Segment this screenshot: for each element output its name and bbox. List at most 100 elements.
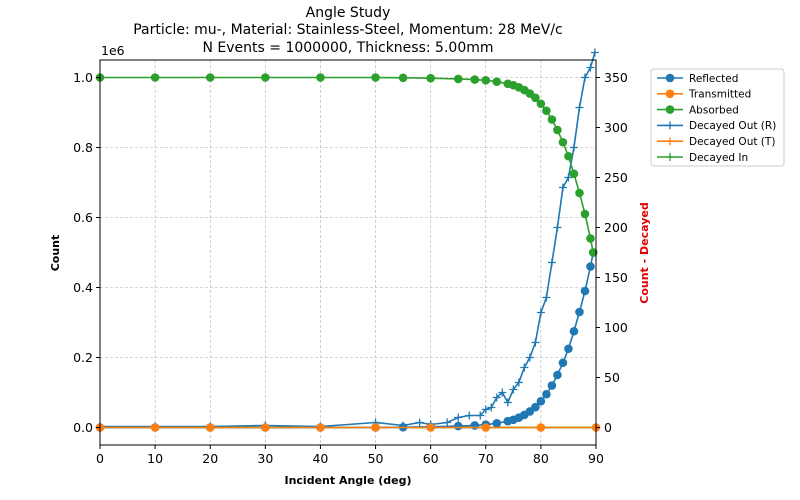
data-point: [492, 393, 501, 402]
data-point: [569, 169, 579, 179]
data-point: [398, 73, 408, 83]
data-point: [569, 143, 578, 152]
y-right-tick-label: 200: [604, 220, 628, 235]
data-point: [547, 381, 557, 390]
series-transmitted: [95, 423, 601, 432]
y-right-tick-label: 50: [604, 370, 620, 385]
data-point: [415, 418, 424, 427]
x-tick-label: 10: [147, 451, 163, 466]
data-point: [465, 411, 474, 420]
data-point: [531, 93, 540, 103]
legend-label: Decayed Out (T): [689, 136, 775, 148]
data-point: [316, 423, 325, 432]
data-point: [514, 378, 523, 387]
legend-marker: [665, 73, 675, 83]
legend-item: Decayed In: [657, 152, 748, 164]
data-point: [586, 234, 595, 243]
data-point: [426, 73, 435, 83]
chart-title-line-1: Angle Study: [306, 5, 391, 21]
x-axis-label: Incident Angle (deg): [284, 474, 411, 487]
data-point: [487, 403, 496, 412]
data-point: [564, 151, 573, 161]
data-point: [558, 358, 568, 368]
data-point: [580, 209, 590, 219]
data-point: [580, 286, 590, 296]
data-point: [498, 388, 507, 397]
y-axis-label: Count: [49, 235, 62, 272]
data-point: [481, 423, 491, 432]
legend-marker: [666, 153, 674, 161]
legend-label: Transmitted: [688, 89, 751, 101]
chart-title-line-2: Particle: mu-, Material: Stainless-Steel…: [133, 22, 563, 38]
x-tick-label: 40: [312, 451, 328, 466]
data-point: [586, 262, 595, 271]
y-right-tick-label: 350: [604, 70, 628, 85]
data-point: [531, 402, 540, 412]
y-tick-label: 1.0: [73, 70, 93, 85]
y-tick-label: 0.0: [73, 420, 93, 435]
legend-label: Absorbed: [689, 104, 739, 116]
x-tick-label: 90: [588, 451, 604, 466]
x-tick-label: 60: [423, 451, 439, 466]
data-point: [553, 125, 562, 135]
data-point: [569, 326, 579, 336]
data-point: [454, 413, 463, 422]
legend-box: [650, 68, 785, 167]
data-point: [481, 405, 490, 414]
data-point: [586, 63, 595, 72]
x-axis-ticks: 0 10 20 30 40 50 60 70 80 90: [96, 445, 604, 466]
data-point: [503, 398, 512, 407]
legend-item: Transmitted: [657, 89, 751, 101]
series-line: [100, 52, 596, 428]
data-point: [564, 344, 573, 354]
data-point: [558, 137, 568, 147]
data-point: [536, 99, 546, 109]
data-point: [443, 418, 452, 427]
legend-marker: [665, 105, 675, 114]
series-line: [100, 76, 595, 253]
data-point: [553, 223, 562, 232]
data-point: [536, 396, 546, 406]
data-point: [525, 353, 534, 362]
series-line: [100, 252, 595, 429]
y-tick-label: 0.2: [73, 350, 93, 365]
legend-item: Decayed Out (T): [657, 136, 775, 148]
y-right-tick-label: 0: [604, 420, 612, 435]
series-decayed-out-r: [96, 48, 599, 431]
legend-item: Reflected: [657, 73, 738, 85]
data-point: [470, 75, 480, 84]
x-tick-label: 20: [202, 451, 218, 466]
chart-title: Angle Study Particle: mu-, Material: Sta…: [133, 5, 563, 56]
y-right-axis-label: Count - Decayed: [638, 202, 651, 303]
y-right-tick-label: 100: [604, 320, 628, 335]
data-point: [536, 308, 545, 317]
data-point: [150, 423, 160, 432]
legend-label: Decayed In: [689, 152, 748, 164]
data-point: [470, 421, 480, 430]
data-point: [590, 48, 599, 57]
x-tick-label: 70: [478, 451, 494, 466]
series-absorbed: [95, 73, 598, 257]
data-point: [558, 183, 567, 192]
chart-title-line-3: N Events = 1000000, Thickness: 5.00mm: [202, 40, 493, 56]
data-point: [547, 115, 557, 124]
x-tick-label: 0: [96, 451, 104, 466]
grid-lines: [99, 60, 597, 445]
data-point: [520, 363, 529, 372]
x-tick-label: 80: [533, 451, 549, 466]
data-point: [371, 423, 380, 432]
data-point: [476, 411, 485, 420]
data-point: [542, 106, 551, 116]
y-tick-label: 0.6: [73, 210, 93, 225]
x-tick-label: 30: [257, 451, 273, 466]
y-right-tick-label: 300: [604, 120, 628, 135]
legend-label: Reflected: [689, 73, 738, 85]
data-point: [575, 307, 584, 317]
data-point: [316, 73, 325, 82]
legend-marker: [666, 137, 674, 146]
data-point: [261, 423, 270, 432]
data-point: [492, 419, 502, 428]
data-point: [531, 338, 540, 347]
data-point: [536, 423, 546, 432]
